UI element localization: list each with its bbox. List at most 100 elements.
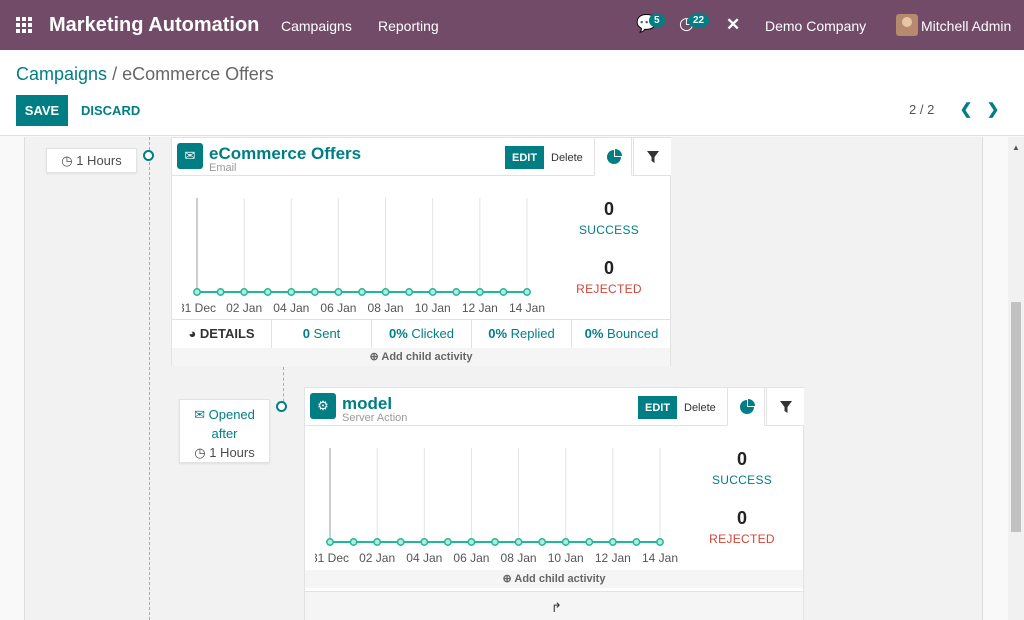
x-tick-label: 08 Jan <box>501 551 537 565</box>
filter-tab[interactable] <box>766 388 804 425</box>
activity-trigger-1[interactable]: ◷ 1 Hours <box>46 148 137 173</box>
data-point[interactable] <box>405 288 414 296</box>
scroll-up-icon[interactable]: ▲ <box>1012 143 1020 152</box>
filter-icon <box>780 401 792 413</box>
control-panel: Campaigns / eCommerce Offers SAVE DISCAR… <box>0 50 1024 136</box>
breadcrumb-current: eCommerce Offers <box>122 64 274 84</box>
data-point[interactable] <box>499 288 508 296</box>
rejected-count: 0 <box>603 258 614 278</box>
trigger-event: ✉ Opened <box>194 407 255 422</box>
details-button[interactable]: ◕ DETAILS <box>172 320 272 348</box>
data-point[interactable] <box>656 538 664 546</box>
data-point[interactable] <box>467 538 476 546</box>
data-point[interactable] <box>310 288 319 296</box>
data-point[interactable] <box>420 538 429 546</box>
x-tick-label: 06 Jan <box>453 551 489 565</box>
rejected-count: 0 <box>736 508 747 528</box>
stat-sent[interactable]: 0 Sent <box>272 320 372 348</box>
data-point[interactable] <box>326 538 334 546</box>
data-point[interactable] <box>632 538 641 546</box>
stat-bounced[interactable]: 0% Bounced <box>584 326 659 341</box>
pie-chart-icon: ◕ <box>188 326 197 341</box>
data-point[interactable] <box>523 288 531 296</box>
activity-chart-1: 31 Dec 02 Jan 04 Jan 06 Jan 08 Jan 10 Jan 12 J… <box>182 198 545 315</box>
discard-button[interactable]: DISCARD <box>74 95 147 126</box>
delete-activity-button[interactable]: Delete <box>679 396 721 419</box>
filter-tab[interactable] <box>633 138 671 175</box>
data-point[interactable] <box>452 288 461 296</box>
scrollbar-thumb[interactable] <box>1011 302 1021 532</box>
data-point[interactable] <box>514 538 523 546</box>
delete-activity-button[interactable]: Delete <box>546 146 588 169</box>
save-button[interactable]: SAVE <box>16 95 68 126</box>
data-point[interactable] <box>475 288 484 296</box>
pager-next-icon[interactable]: ❯ <box>986 101 1000 118</box>
filter-icon <box>647 151 659 163</box>
graph-tab[interactable] <box>594 137 632 176</box>
menu-campaigns[interactable]: Campaigns <box>281 18 352 34</box>
x-tick-label: 06 Jan <box>320 301 356 315</box>
x-tick-label: 14 Jan <box>642 551 678 565</box>
data-point[interactable] <box>334 288 343 296</box>
envelope-open-icon: ✉ <box>194 407 205 422</box>
data-point[interactable] <box>381 288 390 296</box>
data-point[interactable] <box>608 538 617 546</box>
x-tick-label: 12 Jan <box>595 551 631 565</box>
clock-icon: ◷ <box>61 153 73 168</box>
success-label: SUCCESS <box>711 473 773 487</box>
edit-activity-button[interactable]: EDIT <box>638 396 678 419</box>
success-count: 0 <box>603 199 614 219</box>
x-tick-label: 10 Jan <box>548 551 584 565</box>
data-point[interactable] <box>358 288 366 296</box>
activity-title[interactable]: model <box>342 394 393 413</box>
add-child-activity-button[interactable]: ⊕ Add child activity <box>172 348 670 366</box>
messages-count-badge: 5 <box>649 14 665 27</box>
apps-menu-icon[interactable] <box>16 17 32 33</box>
activity-title[interactable]: eCommerce Offers <box>209 144 362 163</box>
activity-card-model: ⚙ model Server Action EDIT Delete 31 Dec… <box>304 387 804 620</box>
success-label: SUCCESS <box>578 223 640 237</box>
app-title[interactable]: Marketing Automation <box>49 14 260 36</box>
x-tick-label: 02 Jan <box>226 301 262 315</box>
pie-chart-icon <box>607 149 622 164</box>
trigger-time: 1 Hours <box>76 153 122 168</box>
stat-replied[interactable]: 0% Replied <box>472 320 572 348</box>
data-point[interactable] <box>193 288 201 296</box>
data-point[interactable] <box>349 538 358 546</box>
breadcrumb-campaigns-link[interactable]: Campaigns <box>16 64 108 84</box>
data-point[interactable] <box>396 538 405 546</box>
data-point[interactable] <box>216 288 225 296</box>
data-point[interactable] <box>561 538 570 546</box>
activity-trigger-2[interactable]: ✉ Opened after ◷ 1 Hours <box>179 399 270 463</box>
content-scrollbar[interactable]: ▲ <box>1008 137 1024 620</box>
menu-reporting[interactable]: Reporting <box>378 18 439 34</box>
user-avatar[interactable] <box>896 14 918 36</box>
user-menu[interactable]: Mitchell Admin <box>921 18 1012 34</box>
data-point[interactable] <box>428 288 437 296</box>
x-tick-label: 04 Jan <box>273 301 309 315</box>
stat-clicked[interactable]: 0% Clicked <box>372 320 472 348</box>
trigger-after: after <box>211 426 238 441</box>
cursor-icon: ↱ <box>551 600 562 615</box>
edit-activity-button[interactable]: EDIT <box>505 146 545 169</box>
plus-circle-icon: ⊕ <box>369 351 379 363</box>
graph-tab[interactable] <box>727 387 765 426</box>
gears-icon: ⚙ <box>310 393 336 419</box>
data-point[interactable] <box>373 538 382 546</box>
data-point[interactable] <box>491 538 499 546</box>
company-switcher[interactable]: Demo Company <box>765 18 867 34</box>
pager-previous-icon[interactable]: ❮ <box>959 101 973 118</box>
debug-tools-icon[interactable]: ✕ <box>726 15 741 34</box>
x-tick-label: 12 Jan <box>462 301 498 315</box>
pager-value: 2 / 2 <box>909 102 935 117</box>
data-point[interactable] <box>538 538 547 546</box>
data-point[interactable] <box>263 288 272 296</box>
add-child-activity-button[interactable]: ⊕ Add child activity <box>305 570 803 588</box>
x-tick-label: 31 Dec <box>315 551 349 565</box>
data-point[interactable] <box>443 538 452 546</box>
data-point[interactable] <box>287 288 296 296</box>
data-point[interactable] <box>240 288 249 296</box>
email-icon: ✉ <box>177 143 203 169</box>
breadcrumb: Campaigns / eCommerce Offers <box>16 64 274 85</box>
data-point[interactable] <box>585 538 594 546</box>
